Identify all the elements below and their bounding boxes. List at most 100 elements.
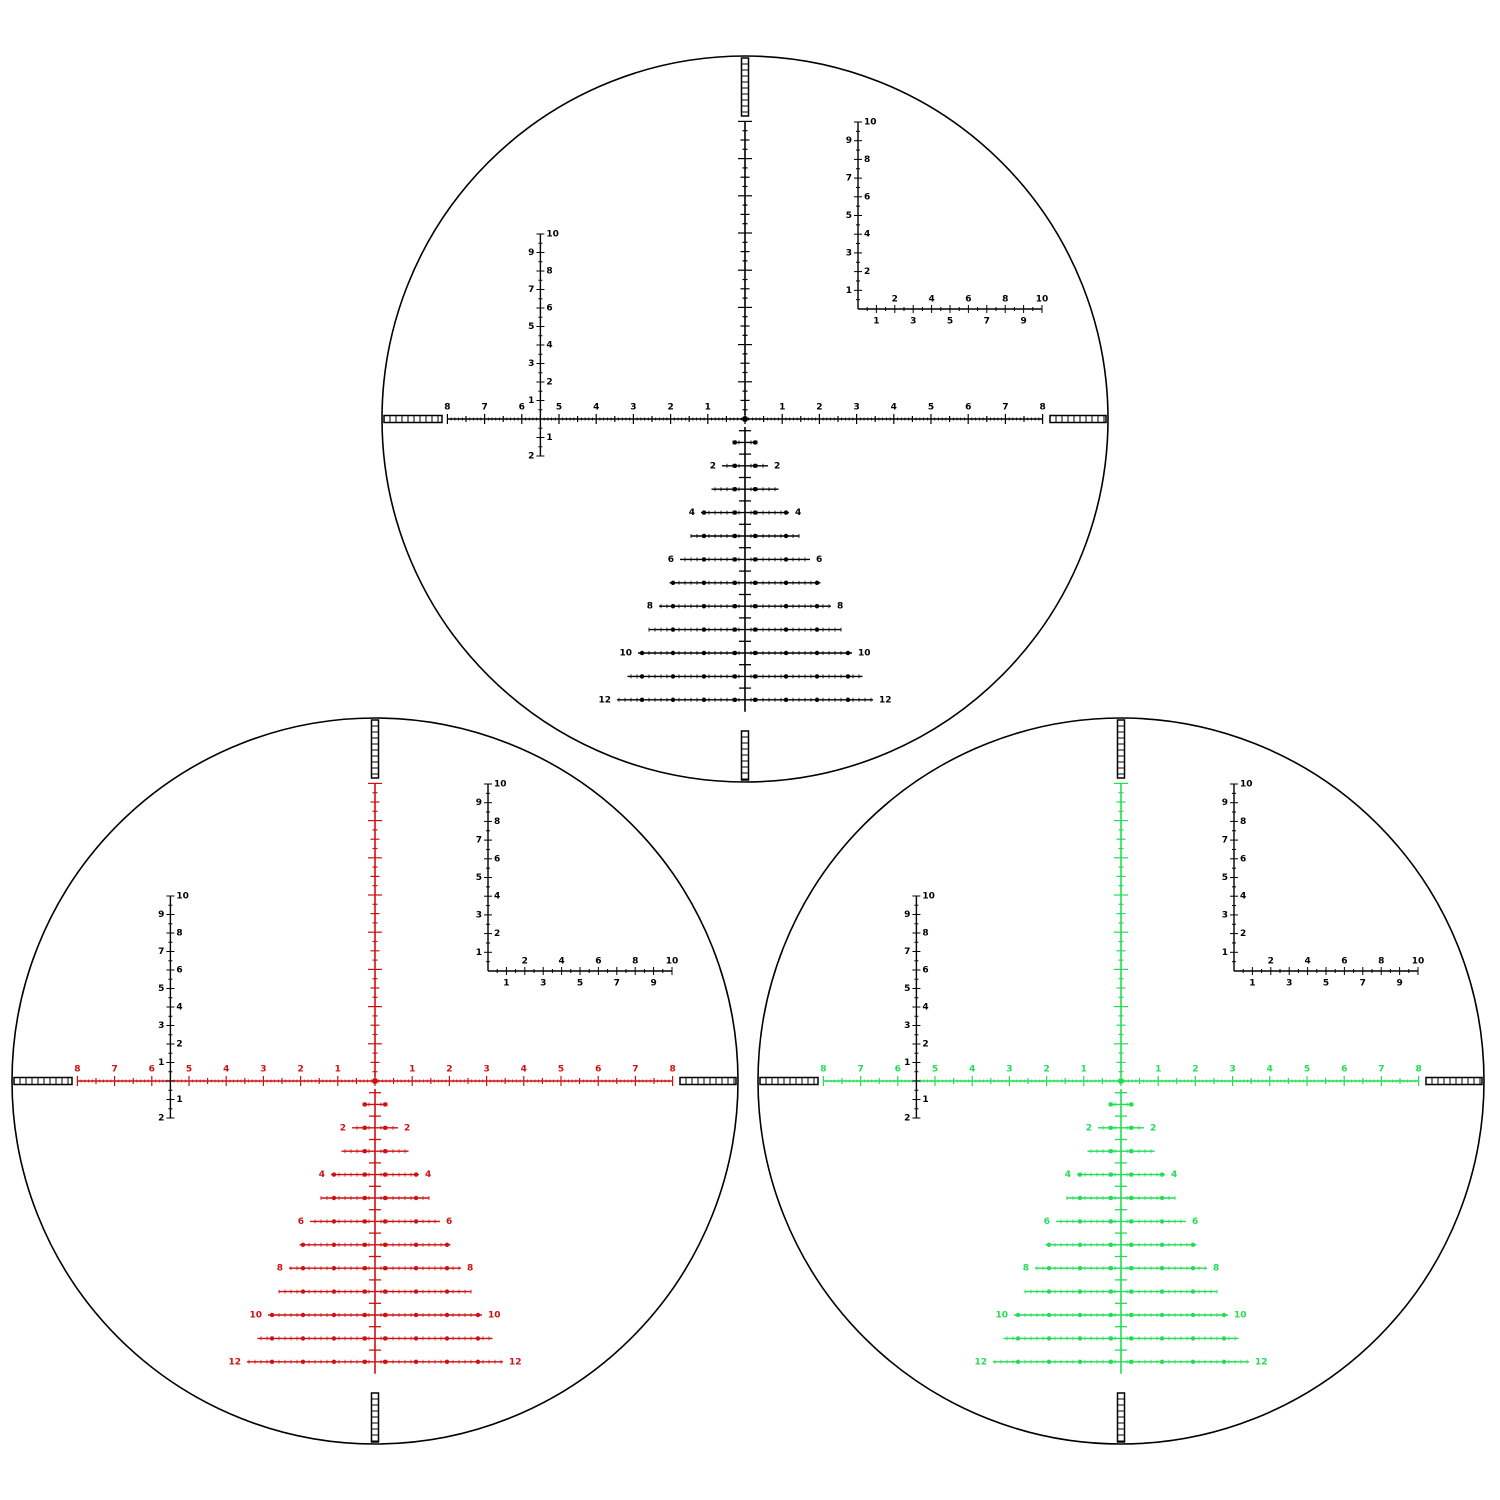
scale-label: 3 — [483, 1065, 489, 1075]
scale-label: 1 — [779, 403, 785, 413]
row-dot — [413, 1172, 419, 1177]
row-dot — [752, 510, 758, 515]
row-dot — [413, 1242, 419, 1248]
scale-label: 4 — [795, 508, 801, 518]
scale-label: 12 — [1255, 1357, 1268, 1367]
row-dot — [701, 697, 707, 702]
row-dot — [362, 1219, 368, 1224]
row-dot — [1046, 1359, 1052, 1365]
scale-label: 2 — [522, 957, 528, 967]
scale-label: 12 — [509, 1357, 522, 1367]
scale-label: 10 — [546, 230, 559, 240]
scale-label: 7 — [904, 947, 910, 957]
scale-label: 6 — [446, 1217, 452, 1227]
row-dot — [413, 1312, 419, 1318]
row-dot — [413, 1266, 419, 1271]
row-dot — [1077, 1289, 1083, 1294]
row-dot — [331, 1172, 337, 1177]
scale-label: 10 — [922, 892, 935, 902]
row-dot — [1159, 1219, 1165, 1224]
center-dot — [372, 1078, 378, 1084]
scale-label: 9 — [1396, 979, 1402, 989]
scale-label: 4 — [425, 1170, 431, 1180]
row-dot — [752, 674, 758, 679]
reticle-view: 11 22 33 44 55 66 77 88123456789101212345678910… — [11, 717, 739, 1445]
row-dot — [382, 1219, 388, 1224]
scale-label: 6 — [1341, 957, 1347, 967]
scale-label: 9 — [650, 979, 656, 989]
row-dot — [814, 627, 820, 632]
scale-label: 2 — [1268, 957, 1274, 967]
row-dot — [1128, 1242, 1134, 1248]
scale-label: 6 — [1192, 1217, 1198, 1227]
scale-label: 6 — [1341, 1065, 1347, 1075]
row-dot — [783, 650, 789, 656]
scale-label: 8 — [837, 602, 843, 612]
row-dot — [444, 1266, 450, 1271]
scale-label: 2 — [297, 1065, 303, 1075]
scale-label: 3 — [1222, 910, 1228, 920]
row-dot — [362, 1149, 368, 1154]
scale-label: 9 — [846, 136, 852, 146]
scale-label: 3 — [158, 1021, 164, 1031]
row-dot — [331, 1242, 337, 1248]
row-dot — [1077, 1219, 1083, 1224]
row-dot — [752, 533, 758, 539]
row-dot — [701, 557, 707, 562]
scale-label: 3 — [1229, 1065, 1235, 1075]
row-dot — [362, 1289, 368, 1294]
scale-label: 5 — [186, 1065, 192, 1075]
scale-label: 7 — [1002, 403, 1008, 413]
row-dot — [1077, 1242, 1083, 1248]
row-dot — [475, 1312, 481, 1318]
row-dot — [1108, 1172, 1114, 1177]
row-dot — [300, 1266, 306, 1271]
row-dot — [732, 697, 738, 702]
row-dot — [331, 1195, 337, 1201]
scale-label: 8 — [494, 817, 500, 827]
scale-label: 12 — [228, 1357, 241, 1367]
scale-label: 3 — [260, 1065, 266, 1075]
scale-label: 2 — [922, 1040, 928, 1050]
scale-label: 1 — [904, 1058, 910, 1068]
scale-label: 8 — [1213, 1264, 1219, 1274]
row-dot — [1159, 1359, 1165, 1365]
row-dot — [701, 510, 707, 515]
row-dot — [1108, 1195, 1114, 1201]
row-dot — [1128, 1289, 1134, 1294]
scale-label: 3 — [853, 403, 859, 413]
row-dot — [1108, 1102, 1114, 1107]
scale-label: 2 — [774, 461, 780, 471]
row-dot — [639, 697, 645, 702]
row-dot — [444, 1242, 450, 1248]
scale-label: 10 — [1412, 957, 1425, 967]
row-dot — [783, 533, 789, 539]
row-dot — [382, 1359, 388, 1365]
scale-label: 2 — [1240, 929, 1246, 939]
scale-label: 5 — [476, 873, 482, 883]
row-dot — [1128, 1195, 1134, 1201]
row-dot — [475, 1359, 481, 1365]
row-dot — [413, 1336, 419, 1341]
scale-label: 2 — [864, 267, 870, 277]
scale-label: 1 — [846, 286, 852, 296]
row-dot — [1190, 1289, 1196, 1294]
row-dot — [269, 1336, 275, 1341]
scale-label: 4 — [891, 403, 897, 413]
row-dot — [331, 1266, 337, 1271]
row-dot — [444, 1289, 450, 1294]
row-dot — [1190, 1242, 1196, 1248]
row-dot — [362, 1359, 368, 1365]
row-dot — [300, 1312, 306, 1318]
scale-label: 2 — [340, 1123, 346, 1133]
row-dot — [752, 697, 758, 702]
scale-label: 2 — [176, 1040, 182, 1050]
scale-label: 10 — [494, 780, 507, 790]
row-dot — [331, 1312, 337, 1318]
scale-label: 8 — [864, 155, 870, 165]
row-dot — [362, 1336, 368, 1341]
row-dot — [1221, 1312, 1227, 1318]
scale-label: 3 — [528, 359, 534, 369]
row-dot — [783, 697, 789, 702]
row-dot — [300, 1359, 306, 1365]
